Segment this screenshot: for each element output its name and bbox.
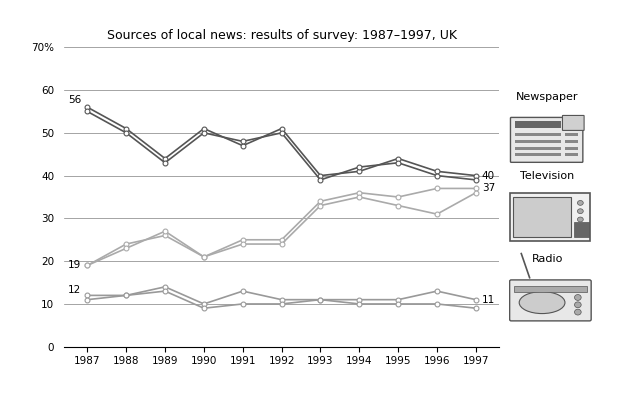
Text: Television: Television [520, 171, 574, 181]
Text: Newspaper: Newspaper [516, 93, 579, 102]
FancyBboxPatch shape [509, 280, 591, 321]
Bar [511, 193, 590, 241]
Ellipse shape [519, 292, 565, 314]
Circle shape [575, 302, 581, 308]
Bar [515, 140, 561, 143]
Bar [513, 197, 572, 237]
Text: 12: 12 [68, 285, 81, 296]
FancyBboxPatch shape [563, 115, 584, 130]
Bar [515, 153, 561, 156]
Bar [565, 147, 578, 150]
Text: 19: 19 [68, 260, 81, 270]
Bar [565, 140, 578, 143]
Circle shape [577, 217, 583, 222]
Circle shape [577, 209, 583, 214]
Circle shape [577, 201, 583, 205]
Bar [573, 222, 589, 237]
Bar [515, 133, 561, 136]
Text: 40: 40 [482, 171, 495, 180]
Text: Radio: Radio [531, 254, 563, 264]
Bar [515, 147, 561, 150]
Text: 56: 56 [68, 95, 81, 105]
Title: Sources of local news: results of survey: 1987–1997, UK: Sources of local news: results of survey… [107, 29, 456, 42]
Bar [565, 133, 578, 136]
FancyBboxPatch shape [511, 117, 583, 162]
Bar [514, 286, 587, 292]
Text: 37: 37 [482, 184, 495, 193]
Text: 11: 11 [482, 295, 495, 305]
Bar [515, 121, 561, 128]
Bar [565, 153, 578, 156]
Circle shape [575, 295, 581, 300]
Circle shape [575, 309, 581, 315]
